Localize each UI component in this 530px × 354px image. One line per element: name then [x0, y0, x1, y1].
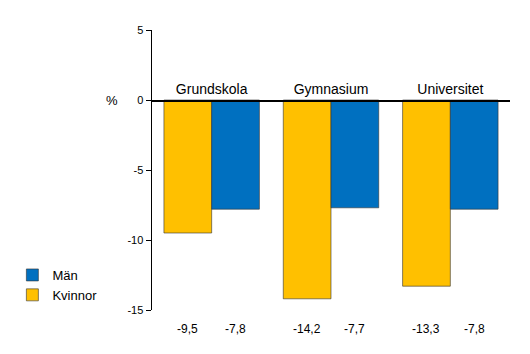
svg-text:-9,5: -9,5 [177, 322, 198, 336]
svg-text:-7,7: -7,7 [344, 322, 365, 336]
svg-text:-13,3: -13,3 [412, 322, 440, 336]
svg-text:0: 0 [137, 94, 143, 106]
svg-text:Kvinnor: Kvinnor [52, 288, 97, 303]
svg-text:-15: -15 [127, 304, 143, 316]
svg-text:Universitet: Universitet [417, 81, 483, 97]
svg-text:Män: Män [52, 268, 77, 283]
svg-text:-14,2: -14,2 [293, 322, 321, 336]
svg-text:-5: -5 [134, 164, 144, 176]
svg-text:Gymnasium: Gymnasium [294, 81, 369, 97]
svg-text:%: % [106, 93, 118, 108]
svg-text:-7,8: -7,8 [464, 322, 485, 336]
svg-text:5: 5 [137, 24, 143, 36]
svg-text:-7,8: -7,8 [225, 322, 246, 336]
svg-text:-10: -10 [127, 234, 143, 246]
svg-text:Grundskola: Grundskola [176, 81, 248, 97]
